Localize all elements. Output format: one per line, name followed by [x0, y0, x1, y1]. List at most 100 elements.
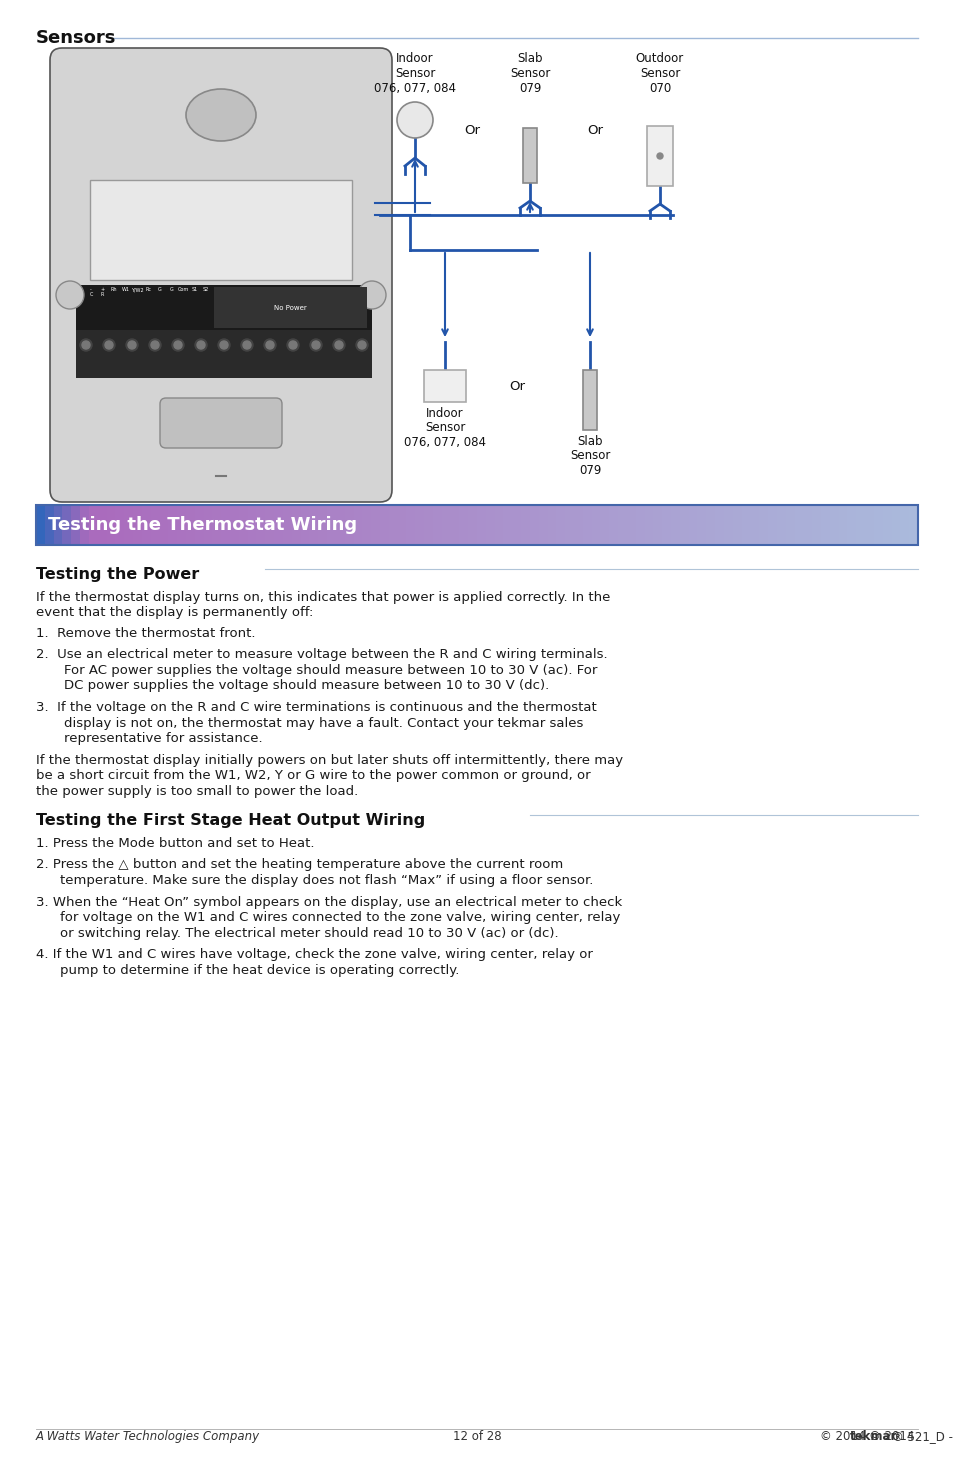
Bar [821, 504, 830, 544]
Bar [248, 504, 257, 544]
Text: Or: Or [509, 379, 525, 392]
FancyBboxPatch shape [50, 49, 392, 502]
Bar [574, 504, 583, 544]
Bar [529, 504, 539, 544]
Circle shape [657, 153, 662, 159]
Bar [670, 504, 680, 544]
Bar [723, 504, 733, 544]
Bar [283, 504, 293, 544]
Text: the power supply is too small to power the load.: the power supply is too small to power t… [36, 785, 358, 798]
Bar [582, 370, 597, 431]
Circle shape [264, 339, 275, 351]
Bar [646, 125, 672, 186]
Text: Or: Or [464, 124, 480, 137]
Bar [697, 504, 706, 544]
Circle shape [149, 339, 161, 351]
Bar [318, 504, 328, 544]
Bar [609, 504, 618, 544]
Bar [238, 504, 249, 544]
Bar [485, 504, 496, 544]
Bar [89, 504, 99, 544]
Circle shape [218, 339, 230, 351]
Bar [36, 504, 917, 544]
Bar [715, 504, 724, 544]
Bar [591, 504, 600, 544]
Text: Slab: Slab [517, 52, 542, 65]
Bar [794, 504, 803, 544]
Text: 070: 070 [648, 83, 670, 94]
Text: tekmar: tekmar [849, 1429, 897, 1443]
Bar [618, 504, 627, 544]
Bar [644, 504, 654, 544]
Text: 3.  If the voltage on the R and C wire terminations is continuous and the thermo: 3. If the voltage on the R and C wire te… [36, 701, 597, 714]
Text: W1: W1 [121, 288, 130, 292]
Text: Indoor: Indoor [426, 407, 463, 420]
Bar [415, 504, 425, 544]
Circle shape [196, 341, 205, 350]
Bar [80, 504, 90, 544]
Bar [362, 504, 372, 544]
Bar [732, 504, 741, 544]
Text: 2.  Use an electrical meter to measure voltage between the R and C wiring termin: 2. Use an electrical meter to measure vo… [36, 649, 607, 661]
Bar [494, 504, 504, 544]
Text: Testing the First Stage Heat Output Wiring: Testing the First Stage Heat Output Wiri… [36, 813, 425, 827]
Bar [300, 504, 310, 544]
Text: or switching relay. The electrical meter should read 10 to 30 V (ac) or (dc).: or switching relay. The electrical meter… [60, 926, 558, 940]
Bar [522, 128, 537, 183]
Circle shape [241, 339, 253, 351]
Bar [36, 504, 46, 544]
Bar [132, 504, 143, 544]
Circle shape [312, 341, 319, 350]
Text: S1: S1 [192, 288, 197, 292]
Bar [389, 504, 398, 544]
Bar [503, 504, 513, 544]
Circle shape [128, 341, 136, 350]
Bar [512, 504, 521, 544]
Bar [71, 504, 81, 544]
FancyBboxPatch shape [160, 398, 282, 448]
Bar [891, 504, 901, 544]
Circle shape [310, 339, 322, 351]
Text: Indoor: Indoor [395, 52, 434, 65]
Text: display is not on, the thermostat may have a fault. Contact your tekmar sales: display is not on, the thermostat may ha… [64, 717, 583, 730]
Bar [599, 504, 610, 544]
Bar [582, 504, 592, 544]
Bar [142, 504, 152, 544]
Circle shape [333, 339, 345, 351]
Bar [327, 504, 336, 544]
Circle shape [357, 282, 386, 308]
Text: event that the display is permanently off:: event that the display is permanently of… [36, 606, 313, 619]
Circle shape [357, 341, 366, 350]
Bar [379, 504, 390, 544]
Bar [76, 360, 372, 378]
Bar [520, 504, 531, 544]
Text: Testing the Power: Testing the Power [36, 566, 199, 583]
Text: If the thermostat display initially powers on but later shuts off intermittently: If the thermostat display initially powe… [36, 754, 622, 767]
Text: +
R: + R [100, 288, 105, 298]
Circle shape [82, 341, 90, 350]
Bar [168, 504, 178, 544]
Bar [406, 504, 416, 544]
Circle shape [194, 339, 207, 351]
Bar [468, 504, 477, 544]
Bar [423, 370, 465, 403]
Bar [556, 504, 566, 544]
Bar [90, 180, 352, 280]
Text: A Watts Water Technologies Company: A Watts Water Technologies Company [36, 1429, 260, 1443]
Bar [433, 504, 442, 544]
Bar [292, 504, 301, 544]
Text: 3. When the “Heat On” symbol appears on the display, use an electrical meter to : 3. When the “Heat On” symbol appears on … [36, 895, 621, 909]
Bar [424, 504, 434, 544]
Text: pump to determine if the heat device is operating correctly.: pump to determine if the heat device is … [60, 963, 459, 976]
Circle shape [287, 339, 298, 351]
Bar [62, 504, 72, 544]
Text: Or: Or [586, 124, 602, 137]
Text: 079: 079 [518, 83, 540, 94]
Bar [740, 504, 751, 544]
Text: No Power: No Power [274, 304, 307, 311]
Circle shape [355, 339, 368, 351]
Text: Sensor: Sensor [639, 66, 679, 80]
Bar [882, 504, 892, 544]
Bar [76, 330, 372, 360]
Bar [838, 504, 847, 544]
